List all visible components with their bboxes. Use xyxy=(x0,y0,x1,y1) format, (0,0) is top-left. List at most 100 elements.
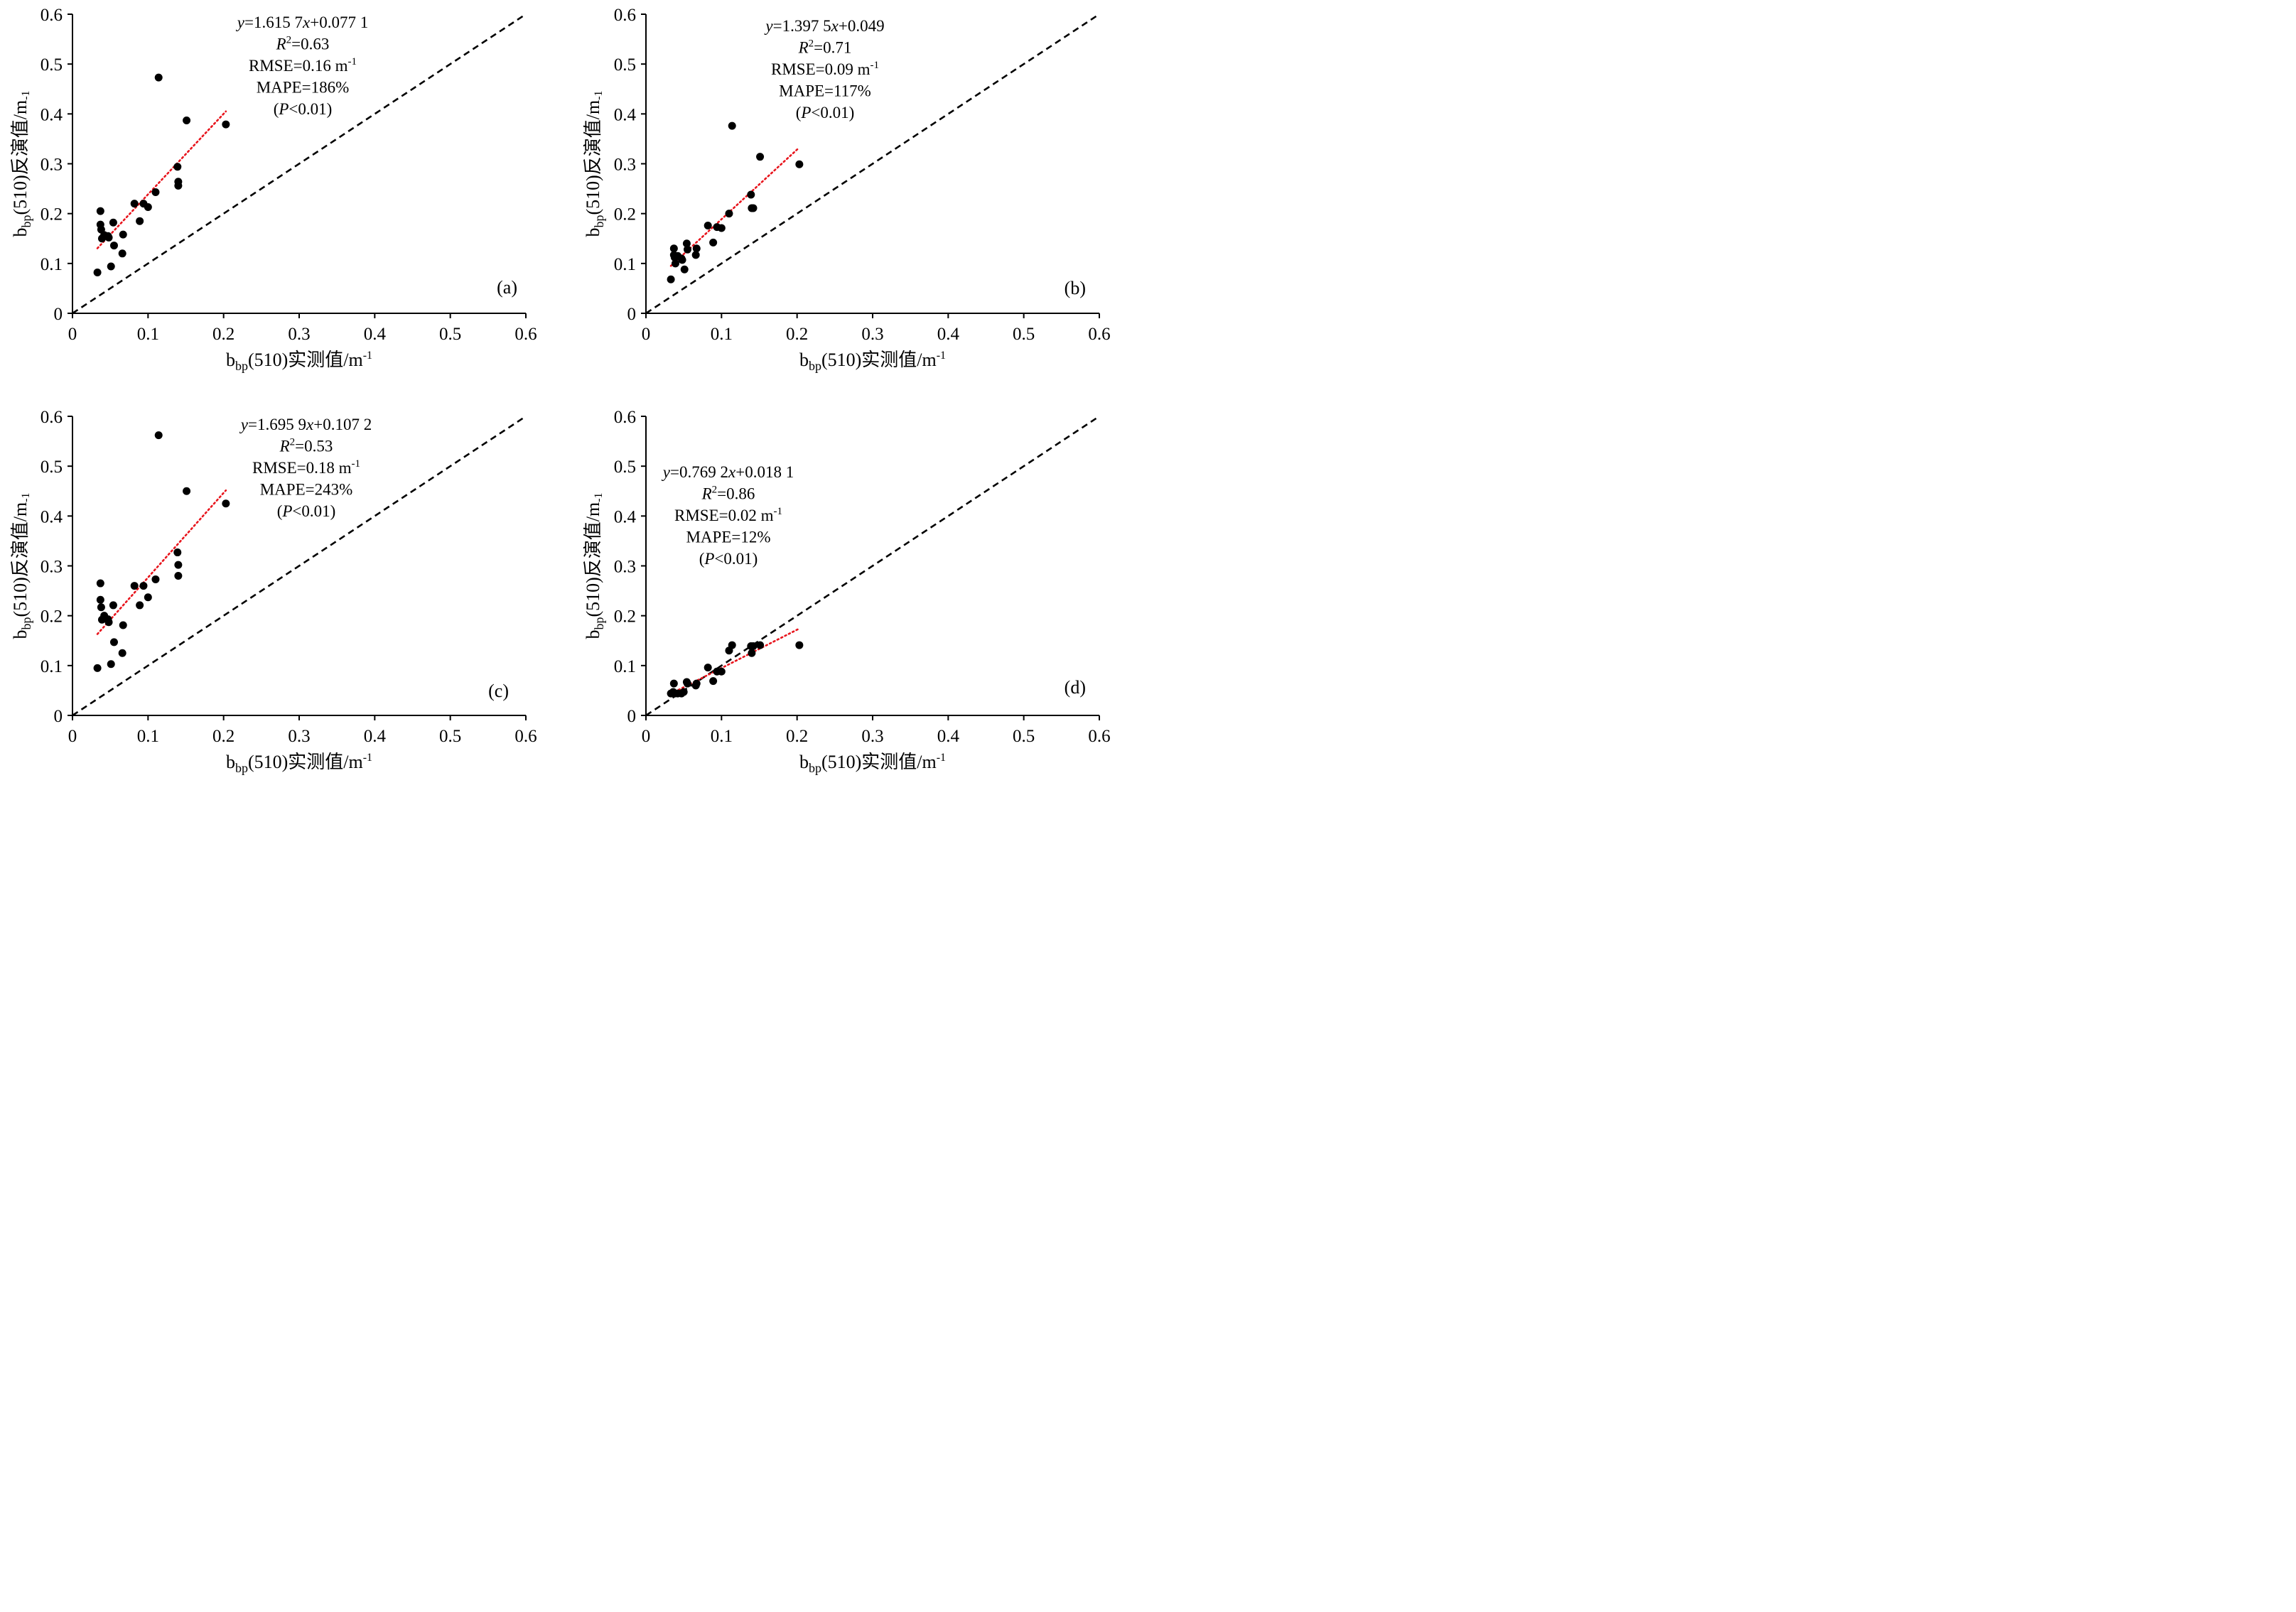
y-tick-label: 0.5 xyxy=(41,458,63,477)
scatter-panel-a: 0 0.1 0.2 0.3 0.4 0.5 0.6 0 0.1 0.2 0.3 0.4 0.5 0.6 (a… xyxy=(10,6,537,373)
y-tick-label: 0.3 xyxy=(614,156,636,175)
equation-x: x xyxy=(728,463,736,481)
x-tick-label: 0.4 xyxy=(364,727,387,746)
x-axis-label: bbp(510)实测值/m-1 xyxy=(799,752,946,775)
data-point xyxy=(104,233,113,242)
data-point xyxy=(136,217,144,225)
data-point xyxy=(107,660,115,669)
data-point xyxy=(118,249,126,258)
data-point xyxy=(174,181,183,190)
p-value: (P<0.01) xyxy=(699,550,758,568)
data-point xyxy=(669,679,678,688)
r2-superscript: 2 xyxy=(809,38,814,50)
x-tick-label: 0.4 xyxy=(364,325,387,344)
p-rest: <0.01) xyxy=(811,104,854,121)
x-axis-label: bbp(510)实测值/m-1 xyxy=(226,350,372,373)
p-rest: <0.01) xyxy=(289,100,332,118)
data-point xyxy=(130,582,139,590)
panel-label: (a) xyxy=(497,277,517,298)
regression-equation: y=1.397 5x+0.049 xyxy=(764,17,884,35)
y-tick-label: 0.5 xyxy=(614,458,636,477)
r-squared: R2=0.63 xyxy=(276,35,330,53)
data-point xyxy=(136,601,144,610)
y-label-subscript: bp xyxy=(592,617,606,630)
x-label-subscript: bp xyxy=(235,761,248,775)
panel-label: (d) xyxy=(1065,677,1086,698)
data-point xyxy=(669,244,678,253)
p-letter: P xyxy=(281,502,292,520)
data-point xyxy=(679,688,688,696)
y-tick-label: 0.1 xyxy=(41,255,63,274)
regression-fit-line xyxy=(96,489,227,635)
data-point xyxy=(222,499,230,508)
x-tick-label: 0 xyxy=(642,325,651,344)
data-point xyxy=(717,667,726,676)
rmse-superscript: -1 xyxy=(348,56,357,67)
data-point xyxy=(671,259,679,268)
data-point xyxy=(683,245,691,254)
equation-y: y xyxy=(764,17,773,35)
data-point xyxy=(680,265,689,274)
x-label-subscript: bp xyxy=(809,761,821,775)
y-tick-label: 0.2 xyxy=(41,607,63,627)
panel-label: (b) xyxy=(1065,278,1086,298)
data-point xyxy=(154,73,163,82)
y-label-base: b xyxy=(10,630,31,639)
x-tick-label: 0.6 xyxy=(1088,727,1110,746)
reference-line-1to1 xyxy=(72,13,527,315)
y-label-text: (510)反演值/m xyxy=(583,100,603,215)
data-point xyxy=(748,649,756,657)
rmse: RMSE=0.09 m-1 xyxy=(771,60,879,78)
y-label-subscript: bp xyxy=(592,215,606,228)
r2-superscript: 2 xyxy=(290,437,296,448)
x-label-text: (510)实测值/m xyxy=(248,752,363,772)
x-tick-label: 0.6 xyxy=(514,727,537,746)
data-point xyxy=(709,238,718,247)
data-point xyxy=(93,268,102,276)
equation-y: y xyxy=(236,13,245,31)
y-tick-label: 0 xyxy=(54,305,63,324)
y-label-base: b xyxy=(10,228,31,237)
r2-r: R xyxy=(279,438,290,455)
p-value: (P<0.01) xyxy=(274,100,333,118)
x-tick-label: 0.1 xyxy=(137,727,159,746)
data-point xyxy=(691,251,700,259)
y-tick-label: 0.1 xyxy=(614,255,636,274)
data-point xyxy=(93,664,102,672)
y-tick-label: 0.5 xyxy=(614,55,636,75)
data-point xyxy=(144,593,152,602)
regression-equation: y=1.615 7x+0.077 1 xyxy=(236,13,368,31)
data-point xyxy=(692,679,701,688)
x-tick-label: 0.6 xyxy=(1088,325,1110,344)
r2-r: R xyxy=(701,485,712,503)
scatter-panel-c: 0 0.1 0.2 0.3 0.4 0.5 0.6 0 0.1 0.2 0.3 0.4 0.5 0.6 (c… xyxy=(10,408,537,775)
x-label-text: (510)实测值/m xyxy=(821,752,937,772)
y-label-text: (510)反演值/m xyxy=(10,100,31,215)
y-tick-label: 0.3 xyxy=(41,558,63,577)
x-tick-label: 0.5 xyxy=(1013,325,1035,344)
x-tick-label: 0.3 xyxy=(861,727,883,746)
figure: 0 0.1 0.2 0.3 0.4 0.5 0.6 0 0.1 0.2 0.3 0.4 0.5 0.6 (a… xyxy=(0,0,1114,782)
rmse: RMSE=0.16 m-1 xyxy=(249,56,357,75)
x-label-base: b xyxy=(226,350,235,370)
equation-y: y xyxy=(239,416,249,433)
y-tick-label: 0.6 xyxy=(614,6,636,25)
x-tick-label: 0 xyxy=(68,325,77,344)
data-point xyxy=(109,601,117,610)
x-axis-label: bbp(510)实测值/m-1 xyxy=(799,350,946,373)
x-tick-label: 0.2 xyxy=(786,727,808,746)
y-tick-label: 0.6 xyxy=(41,6,63,25)
data-point xyxy=(756,641,765,649)
regression-fit-line xyxy=(669,627,801,695)
p-open: ( xyxy=(277,502,283,520)
x-label-superscript: -1 xyxy=(363,752,372,764)
y-tick-label: 0.3 xyxy=(614,558,636,577)
data-point xyxy=(667,275,675,283)
y-label-text: (510)反演值/m xyxy=(583,502,603,617)
data-point xyxy=(154,431,163,440)
x-label-text: (510)实测值/m xyxy=(248,350,363,370)
p-letter: P xyxy=(704,550,714,568)
data-point xyxy=(151,575,160,583)
x-label-superscript: -1 xyxy=(363,350,372,362)
scatter-panel-d: 0 0.1 0.2 0.3 0.4 0.5 0.6 0 0.1 0.2 0.3 0.4 0.5 0.6 (d… xyxy=(583,408,1111,775)
